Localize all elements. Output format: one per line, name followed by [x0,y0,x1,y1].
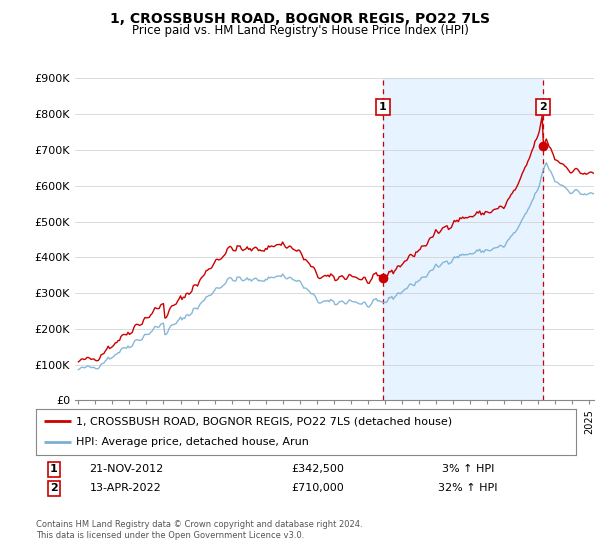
Text: 1: 1 [50,464,58,474]
Text: 2: 2 [50,483,58,493]
Text: 3% ↑ HPI: 3% ↑ HPI [442,464,494,474]
Text: 21-NOV-2012: 21-NOV-2012 [89,464,163,474]
Text: 32% ↑ HPI: 32% ↑ HPI [438,483,498,493]
Text: Contains HM Land Registry data © Crown copyright and database right 2024.: Contains HM Land Registry data © Crown c… [36,520,362,529]
Text: This data is licensed under the Open Government Licence v3.0.: This data is licensed under the Open Gov… [36,531,304,540]
Bar [383,78,543,400]
Text: £342,500: £342,500 [292,464,344,474]
Text: 1, CROSSBUSH ROAD, BOGNOR REGIS, PO22 7LS (detached house): 1, CROSSBUSH ROAD, BOGNOR REGIS, PO22 7L… [77,416,452,426]
Text: 13-APR-2022: 13-APR-2022 [90,483,162,493]
Text: HPI: Average price, detached house, Arun: HPI: Average price, detached house, Arun [77,437,310,447]
Text: 1: 1 [379,102,387,112]
Text: 1, CROSSBUSH ROAD, BOGNOR REGIS, PO22 7LS: 1, CROSSBUSH ROAD, BOGNOR REGIS, PO22 7L… [110,12,490,26]
Text: £710,000: £710,000 [292,483,344,493]
Text: Price paid vs. HM Land Registry's House Price Index (HPI): Price paid vs. HM Land Registry's House … [131,24,469,36]
Text: 2: 2 [539,102,547,112]
